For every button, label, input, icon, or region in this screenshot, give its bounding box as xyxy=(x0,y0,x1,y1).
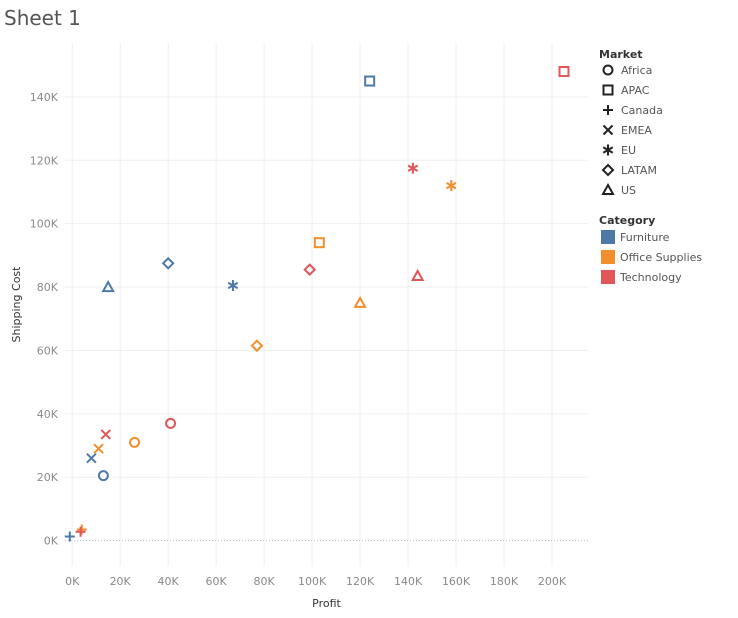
legend-marker-us xyxy=(601,182,615,195)
legend-marker-latam xyxy=(601,163,615,177)
legend-label-technology: Technology xyxy=(619,271,682,284)
data-point-latam-technology xyxy=(303,263,317,277)
data-point-us-technology xyxy=(410,268,425,281)
data-point-eu-office-supplies xyxy=(445,180,457,192)
legend-marker-emea xyxy=(602,124,614,136)
legend-label-africa: Africa xyxy=(621,64,652,77)
legend-label-eu: EU xyxy=(621,144,636,157)
data-point-apac-furniture xyxy=(364,75,376,87)
x-tick-label: 140K xyxy=(394,575,423,588)
x-axis-title: Profit xyxy=(312,597,341,610)
y-tick-label: 80K xyxy=(37,281,59,294)
x-tick-label: 160K xyxy=(442,575,471,588)
y-tick-label: 60K xyxy=(37,344,59,357)
data-point-eu-furniture xyxy=(227,279,239,291)
data-point-emea-furniture xyxy=(86,453,97,464)
x-tick-label: 60K xyxy=(206,575,228,588)
data-point-apac-technology xyxy=(558,66,570,78)
legend-marker-canada xyxy=(603,105,613,115)
x-tick-label: 40K xyxy=(158,575,180,588)
data-point-us-furniture xyxy=(101,280,115,293)
data-point-canada-office-supplies xyxy=(76,524,87,535)
y-axis-title: Shipping Cost xyxy=(10,266,23,343)
data-point-apac-office-supplies xyxy=(313,237,325,249)
legend-label-canada: Canada xyxy=(621,104,663,117)
y-tick-label: 40K xyxy=(37,408,59,421)
legend-title-category: Category xyxy=(599,214,655,227)
x-tick-label: 120K xyxy=(346,575,375,588)
y-tick-label: 0K xyxy=(44,535,59,548)
data-point-latam-furniture xyxy=(161,256,175,270)
legend-marker-eu xyxy=(602,144,614,156)
legend-marker-apac xyxy=(602,84,614,96)
legend-label-emea: EMEA xyxy=(621,124,652,137)
data-point-africa-office-supplies xyxy=(129,436,141,448)
x-tick-label: 100K xyxy=(298,575,327,588)
legend-label-furniture: Furniture xyxy=(620,231,670,244)
x-tick-label: 200K xyxy=(538,575,567,588)
y-tick-label: 100K xyxy=(30,218,59,231)
legend: Market Africa APAC Canada EMEA EU LATAM US Categ… xyxy=(599,48,702,284)
data-point-africa-furniture xyxy=(97,470,109,482)
legend-label-us: US xyxy=(621,184,636,197)
data-point-us-office-supplies xyxy=(353,295,367,308)
grid-layer xyxy=(65,43,588,566)
data-point-eu-technology xyxy=(407,162,419,174)
x-tick-label: 20K xyxy=(110,575,132,588)
legend-marker-africa xyxy=(602,64,614,76)
y-tick-label: 140K xyxy=(30,91,59,104)
data-point-africa-technology xyxy=(165,417,177,429)
legend-swatch-technology xyxy=(601,270,615,284)
x-tick-label: 180K xyxy=(490,575,519,588)
sheet-title: Sheet 1 xyxy=(4,6,81,30)
x-tick-label: 80K xyxy=(254,575,276,588)
data-point-canada-furniture xyxy=(64,531,75,542)
x-tick-label: 0K xyxy=(65,575,80,588)
legend-label-office-supplies: Office Supplies xyxy=(620,251,702,264)
data-point-emea-technology xyxy=(100,429,111,440)
data-point-latam-office-supplies xyxy=(250,339,264,353)
legend-swatch-office-supplies xyxy=(601,250,615,264)
data-point-canada-technology xyxy=(75,526,86,537)
axis-layer: 0K 20K 40K 60K 80K 100K 120K 140K 160K 180K 200K 0K… xyxy=(30,91,567,588)
legend-label-latam: LATAM xyxy=(621,164,657,177)
points-layer xyxy=(64,66,570,542)
y-tick-label: 120K xyxy=(30,154,59,167)
legend-label-apac: APAC xyxy=(621,84,650,97)
legend-swatch-furniture xyxy=(601,230,615,244)
legend-title-market: Market xyxy=(599,48,643,61)
y-tick-label: 20K xyxy=(37,471,59,484)
data-point-emea-office-supplies xyxy=(93,443,104,454)
